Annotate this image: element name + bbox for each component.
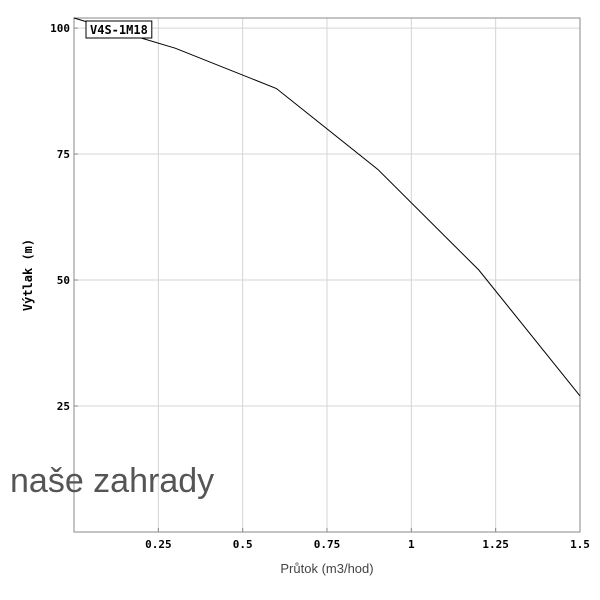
watermark-group: naše zahrady xyxy=(10,462,214,500)
y-axis-title: Výtlak (m) xyxy=(21,239,35,311)
y-tick-labels: 25 50 75 100 xyxy=(50,22,78,413)
x-tick-label: 0.75 xyxy=(314,538,341,551)
x-axis-title: Průtok (m3/hod) xyxy=(280,561,373,576)
watermark: naše zahrady xyxy=(10,462,214,500)
x-tick-label: 0.5 xyxy=(233,538,253,551)
y-tick-label: 75 xyxy=(57,148,70,161)
x-tick-label: 0.25 xyxy=(145,538,172,551)
y-tick-label: 100 xyxy=(50,22,70,35)
y-tick-label: 50 xyxy=(57,274,70,287)
y-tick-label: 25 xyxy=(57,400,70,413)
x-tick-label: 1.5 xyxy=(570,538,590,551)
legend-box xyxy=(85,20,153,39)
x-tick-label: 1 xyxy=(408,538,415,551)
legend: V4S-1M18 xyxy=(85,20,153,39)
legend-label: V4S-1M18 xyxy=(90,23,148,37)
x-tick-label: 1.25 xyxy=(482,538,509,551)
x-tick-labels: 0.25 0.5 0.75 1 1.25 1.5 xyxy=(145,528,590,551)
